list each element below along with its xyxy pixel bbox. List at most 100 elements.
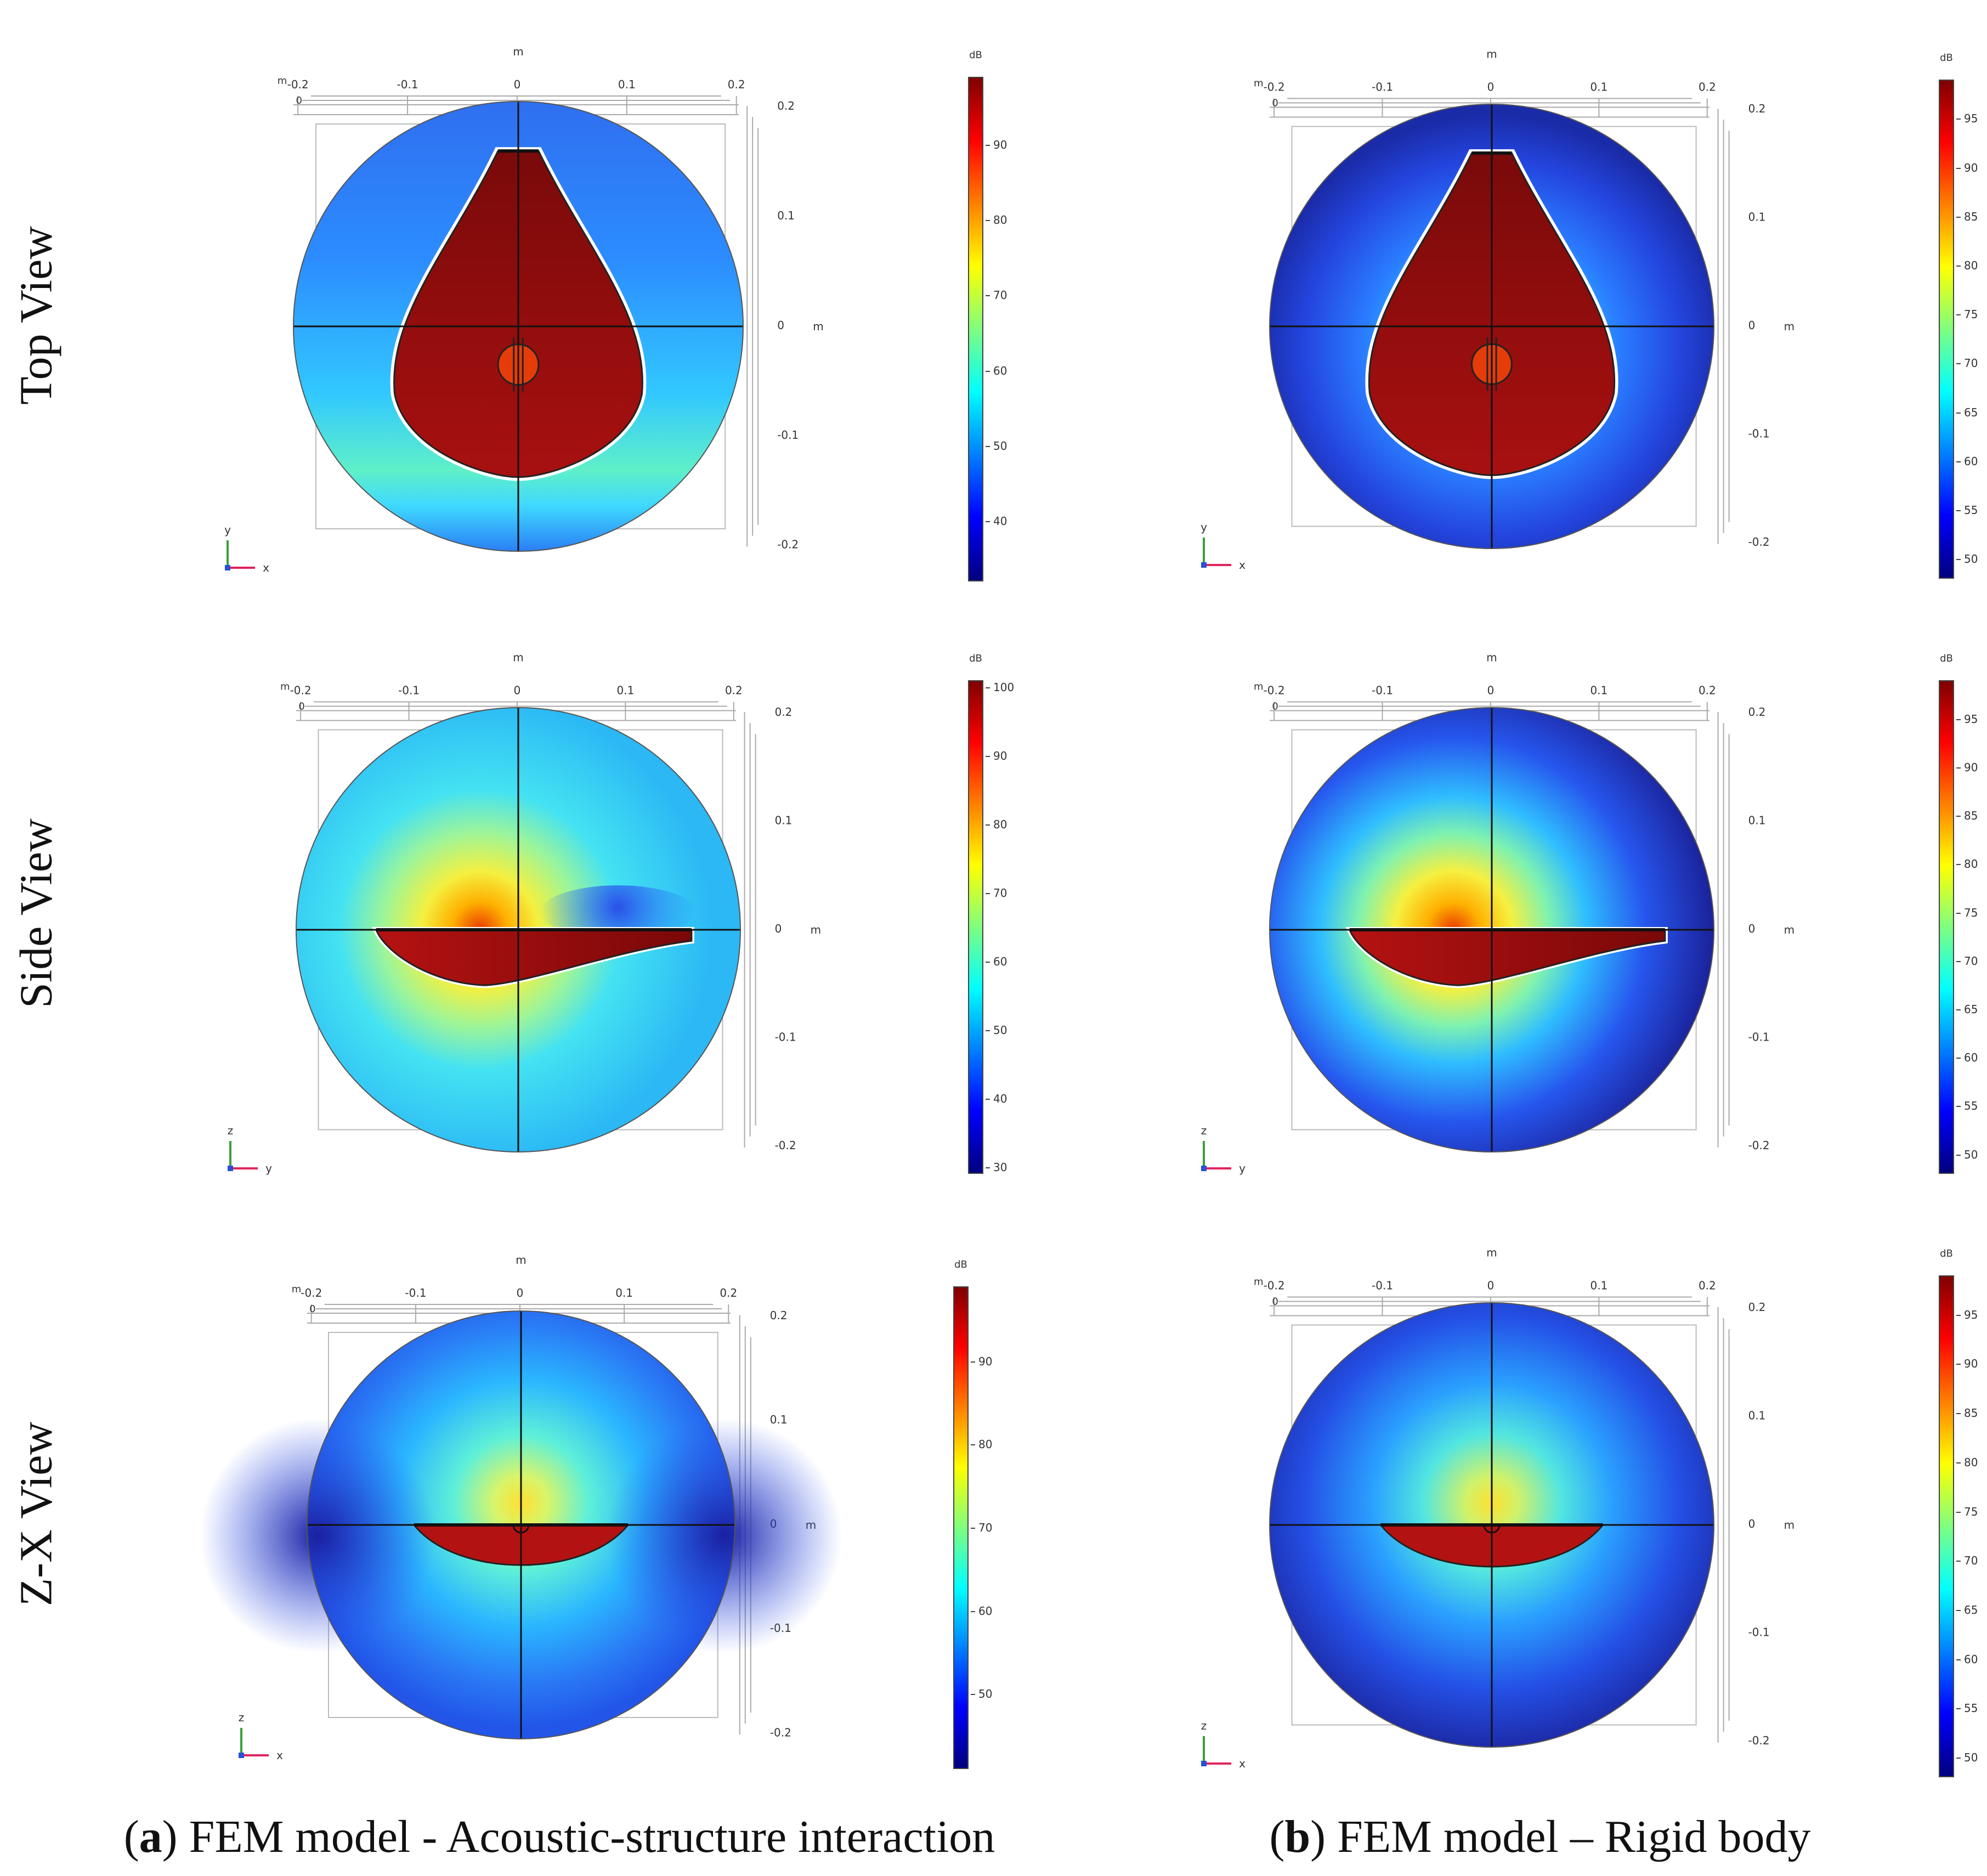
colorbar-tick-label: 75 (1956, 308, 1978, 321)
triad-horizontal-label: x (1239, 1757, 1246, 1770)
x-tick-label: -0.2 (287, 78, 309, 91)
x-tick-label: 0.1 (617, 684, 635, 697)
colorbar-tick-label: 55 (1956, 504, 1978, 517)
colorbar-tick-label: 90 (1956, 161, 1978, 174)
x-tick-label: 0.2 (1699, 1279, 1716, 1292)
colorbar-unit: dB (969, 49, 982, 61)
y-tick-label: -0.1 (777, 428, 799, 442)
colorbar-gradient (1939, 1275, 1954, 1777)
colorbar-tick-label: 80 (1956, 1455, 1978, 1469)
colorbar-a-top: dB 40 50 60 70 80 90 (968, 49, 1007, 581)
colorbar-tick-label: 50 (985, 1023, 1007, 1037)
x-tick-label: 0.1 (1590, 684, 1608, 697)
x-axis-unit-left: m (280, 681, 290, 693)
x-axis-unit: m (1486, 651, 1497, 664)
colorbar-tick-label: 30 (985, 1160, 1007, 1174)
colorbar-tick-label: 65 (1956, 1603, 1978, 1617)
colorbar-b-side: dB 50 55 60 65 70 75 80 85 90 95 (1939, 653, 1978, 1174)
y-axis-unit: m (1784, 320, 1794, 333)
x-tick-label: 0.1 (1590, 81, 1608, 94)
colorbar-tick-label: 60 (1956, 454, 1978, 468)
x-axis-origin-label: 0 (298, 701, 304, 713)
x-tick-label: 0 (1487, 81, 1495, 94)
colorbar-tick-label: 60 (1956, 1652, 1978, 1666)
colorbar-tick-label: 60 (985, 954, 1007, 968)
x-tick-label: -0.1 (1372, 81, 1393, 94)
colorbar-tick-label: 70 (985, 289, 1007, 302)
x-tick-label: 0.1 (615, 1286, 633, 1299)
hull-body (1348, 929, 1666, 986)
y-tick-label: 0.2 (1748, 102, 1766, 115)
caption-a-letter: a (139, 1811, 162, 1862)
colorbar-tick-label: 65 (1956, 405, 1978, 419)
y-tick-label: 0.2 (1748, 705, 1766, 719)
x-tick-label: 0 (1487, 1279, 1495, 1292)
colorbar-unit: dB (1940, 653, 1953, 664)
x-tick-label: 0 (1487, 684, 1495, 697)
y-tick-label: 0.2 (777, 99, 795, 112)
x-tick-label: 0.1 (1590, 1279, 1608, 1292)
x-tick-label: 0 (517, 1286, 524, 1299)
x-axis-unit: m (513, 651, 523, 664)
x-axis-origin-label: 0 (1272, 701, 1278, 713)
x-axis-unit: m (1486, 1246, 1497, 1259)
x-axis-unit-left: m (1254, 681, 1264, 693)
y-tick-label: 0 (1748, 922, 1756, 935)
x-tick-label: -0.2 (290, 684, 312, 697)
x-axis-unit-left: m (292, 1284, 302, 1295)
colorbar-tick-label: 75 (1956, 906, 1978, 919)
caption-a: (a) FEM model - Acoustic-structure inter… (123, 1811, 995, 1862)
colorbar-unit: dB (1940, 1248, 1953, 1259)
triad-vertical-label: z (1201, 1719, 1207, 1732)
y-tick-label: -0.1 (775, 1030, 796, 1043)
x-axis-unit: m (1486, 48, 1497, 61)
x-tick-label: -0.2 (1264, 81, 1285, 94)
x-tick-label: 0.2 (728, 78, 745, 91)
colorbar-tick-label: 75 (1956, 1505, 1978, 1518)
caption-b: (b) FEM model – Rigid body (1269, 1811, 1811, 1862)
y-tick-label: -0.2 (1748, 1734, 1770, 1747)
colorbar-unit: dB (954, 1259, 967, 1270)
x-tick-label: -0.2 (1264, 684, 1285, 697)
x-tick-label: -0.1 (1372, 684, 1393, 697)
y-tick-label: 0.2 (770, 1309, 788, 1322)
y-tick-label: -0.2 (777, 538, 799, 551)
x-tick-label: 0.1 (618, 78, 636, 91)
triad-vertical-label: y (1201, 521, 1207, 534)
y-tick-label: 0 (777, 319, 784, 332)
colorbar-tick-label: 70 (985, 886, 1007, 900)
y-tick-label: -0.1 (1748, 427, 1770, 440)
y-tick-label: 0.2 (1748, 1301, 1766, 1314)
x-tick-label: 0 (514, 684, 521, 697)
colorbar-tick-label: 50 (1956, 1751, 1978, 1765)
colorbar-unit: dB (969, 653, 982, 664)
y-axis-unit: m (813, 320, 823, 333)
caption-a-text: FEM model - Acoustic-structure interacti… (189, 1811, 995, 1862)
x-tick-label: -0.1 (398, 684, 420, 697)
y-tick-label: 0 (1748, 1517, 1756, 1530)
y-axis-unit: m (1784, 1518, 1794, 1532)
caption-b-text: FEM model – Rigid body (1337, 1811, 1811, 1862)
colorbar-tick-label: 85 (1956, 1406, 1978, 1420)
x-tick-label: 0.2 (1699, 81, 1716, 94)
triad-vertical-label: y (224, 523, 231, 536)
colorbar-unit: dB (1940, 52, 1953, 64)
triad-vertical-label: z (1201, 1124, 1207, 1137)
x-axis-origin-label: 0 (296, 95, 302, 106)
x-tick-label: -0.1 (1372, 1279, 1393, 1292)
colorbar-tick-label: 70 (1956, 357, 1978, 370)
colorbar-tick-label: 60 (985, 364, 1007, 377)
colorbar-tick-label: 70 (1956, 1554, 1978, 1568)
x-axis-origin-label: 0 (1272, 1296, 1278, 1308)
x-axis-unit-left: m (278, 75, 287, 87)
colorbar-b-top: dB 50 55 60 65 70 75 80 85 90 95 (1939, 52, 1978, 579)
colorbar-tick-label: 95 (1956, 112, 1978, 126)
x-tick-label: -0.2 (301, 1286, 322, 1299)
y-tick-label: 0.1 (775, 814, 792, 827)
colorbar-tick-label: 80 (1956, 857, 1978, 871)
y-tick-label: 0.1 (1748, 211, 1766, 224)
